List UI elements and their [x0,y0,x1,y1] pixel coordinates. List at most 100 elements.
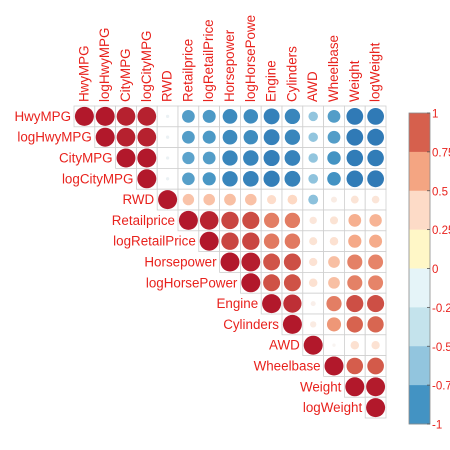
column-labels: HwyMPG logHwyMPG CityMPG logCityMPG RWD Retai… [76,15,382,102]
row-label: AWD [269,338,300,353]
correlation-circle [346,128,364,146]
correlation-circle [327,151,341,165]
correlation-circle [243,109,259,124]
correlation-circle [346,357,364,375]
correlation-circle [282,314,302,334]
correlation-circle [199,231,219,251]
correlation-circle [224,193,236,206]
correlation-circle [222,109,238,124]
column-label: Weight [347,60,362,102]
correlation-circle [350,340,360,350]
correlation-circle [182,172,195,186]
row-label: logHorsePower [146,275,238,290]
correlation-circle [283,294,302,313]
correlation-circle [165,135,170,139]
correlation-circle [369,214,382,227]
legend-tick-label: -1 [432,420,442,432]
correlation-circle [222,129,238,145]
correlation-circle [263,233,280,249]
correlation-circle [158,190,178,210]
correlation-circle [303,335,323,355]
correlation-circle [220,252,240,272]
legend-swatch [409,346,430,386]
correlation-circle [367,295,385,313]
legend-tick-label: 0.75 [432,147,450,159]
correlation-circle [329,236,339,246]
correlation-circle [199,211,219,230]
legend-swatch [409,307,430,347]
correlation-circle [367,357,384,375]
correlation-circle [346,170,364,188]
column-label: logRetailPrice [201,19,216,102]
legend-swatch [409,113,430,153]
correlation-circle [326,317,342,332]
correlation-circle [263,149,280,167]
correlation-circle [165,156,170,160]
correlation-circle [346,149,364,167]
correlation-circle [267,195,277,205]
row-label: Engine [216,296,258,311]
correlation-circle [347,275,363,291]
correlation-circle [367,128,384,146]
correlation-circle [330,196,338,203]
correlation-circle [347,254,363,270]
correlation-circle [328,276,340,289]
row-label: HwyMPG [14,109,71,124]
correlation-circle [202,151,216,165]
legend-swatch [409,190,430,230]
correlation-circle [348,214,362,227]
correlation-circle [329,216,339,225]
correlation-circle [263,274,281,292]
correlation-circle [309,216,317,225]
row-label: Wheelbase [254,359,321,374]
correlation-circle [264,212,280,228]
correlation-circle [367,316,384,333]
correlation-circle [74,106,94,126]
correlation-circle [369,234,383,248]
correlation-circle [345,377,365,397]
correlation-circle [116,107,136,126]
row-label: Retailprice [112,213,175,228]
legend-swatch [409,268,430,308]
correlation-circle [137,127,157,147]
correlation-circle [308,278,318,288]
correlation-circle [308,111,318,122]
correlation-circle [284,129,301,145]
correlation-circle [182,130,195,144]
legend-tick-label: -0.75 [432,381,450,393]
correlation-circle [242,170,259,187]
correlation-circle [284,108,301,125]
correlation-circle [263,108,280,125]
legend-tick-label: -0.25 [432,303,450,315]
row-label: logRetailPrice [113,234,196,249]
row-label: logCityMPG [62,171,133,186]
correlation-circle [245,193,257,206]
correlation-circle [310,301,316,307]
color-legend: 1 0.75 0.5 0.25 0 -0.25 -0.5 -0.75 -1 [408,109,450,432]
correlation-circle [368,275,384,291]
correlation-circle [284,150,301,166]
row-label: logWeight [303,400,363,415]
column-label: logHorsePowe [243,15,258,102]
column-label: Engine [264,60,279,102]
correlation-circle [309,237,318,246]
correlation-circle [284,170,301,187]
correlation-circle [324,356,344,376]
column-label: Cylinders [284,46,299,102]
column-label: CityMPG [118,48,133,102]
correlation-circle [346,316,363,333]
legend-tick-label: 0 [432,264,438,276]
row-label: Weight [300,379,342,394]
correlation-circle [327,130,341,144]
correlation-circle [332,343,336,347]
correlation-circle [308,194,319,205]
legend-tick-label: 0.5 [432,186,448,198]
correlation-circle [137,107,157,126]
correlation-circle [182,110,195,123]
correlation-circle [283,253,301,271]
row-label: Cylinders [223,317,279,332]
row-label: RWD [122,192,154,207]
correlation-circle [182,151,195,165]
column-label: RWD [160,70,175,102]
column-label: Horsepower [222,29,237,102]
